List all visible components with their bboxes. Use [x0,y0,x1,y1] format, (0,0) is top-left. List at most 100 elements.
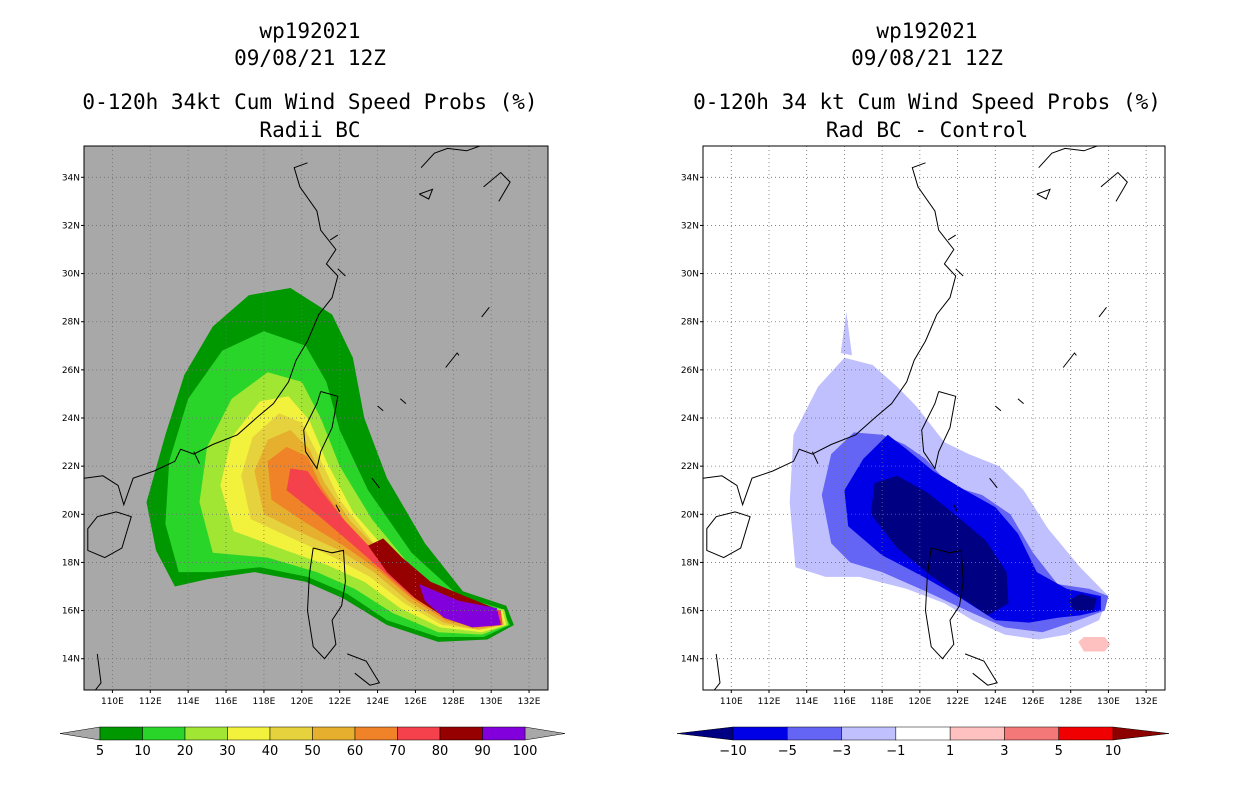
x-tick-label: 122E [946,697,969,707]
y-tick-label: 20N [62,510,80,520]
y-tick-label: 16N [62,607,80,617]
colorbar-swatch [439,726,483,741]
coastline [371,477,380,489]
contour-neg10 [1068,593,1098,611]
coastline [481,306,490,318]
coastline [703,162,957,507]
x-tick-label: 126E [1022,697,1045,707]
coastline [811,451,819,464]
y-tick-label: 26N [681,366,699,376]
map-panel-left: 110E 112E 114E 116E 118E 120E 122E 124E 126E 128E… [59,145,566,759]
y-tick-label: 30N [62,270,80,280]
colorbar-label: 20 [177,744,194,759]
coastline [706,511,751,559]
x-tick-label: 128E [442,697,465,707]
x-tick-label: 124E [366,697,389,707]
left-title-date: 09/08/21 12Z [234,46,386,70]
y-tick-label: 22N [62,462,80,472]
x-tick-label: 114E [795,697,818,707]
coastline [989,477,998,489]
colorbar-high-arrow [524,726,566,741]
x-tick-label: 130E [1097,697,1120,707]
x-tick-label: 120E [290,697,313,707]
x-tick-label: 116E [833,697,856,707]
colorbar-label: 30 [219,744,236,759]
colorbar-swatch [949,726,1005,741]
coastline [1098,306,1107,318]
coastline [303,391,339,470]
colorbar-label: −3 [832,744,851,759]
coastline [483,171,511,202]
y-tick-label: 28N [681,318,699,328]
x-tick-label: 128E [1059,697,1082,707]
y-tick-label: 34N [62,173,80,183]
y-tick-label: 22N [681,462,699,472]
colorbar-swatch [1058,726,1114,741]
colorbar-label: 50 [304,744,321,759]
left-title-product: 0-120h 34kt Cum Wind Speed Probs (%) [82,90,538,114]
colorbar-label: 10 [1105,744,1122,759]
colorbar-swatch [184,726,228,741]
coastline [87,511,132,559]
coastline [377,405,384,412]
coastline [445,352,460,368]
y-tick-label: 20N [681,510,699,520]
colorbar-label: 5 [96,744,104,759]
y-tick-label: 24N [681,414,699,424]
colorbar-label: −1 [886,744,905,759]
x-tick-label: 112E [758,697,781,707]
x-tick-label: 124E [984,697,1007,707]
coastline [95,653,102,690]
coastline [947,234,956,241]
coastline [1062,352,1077,368]
x-tick-label: 114E [177,697,200,707]
x-tick-label: 118E [871,697,894,707]
colorbar-label: 60 [347,744,364,759]
right-title-product: 0-120h 34 kt Cum Wind Speed Probs (%) [693,90,1161,114]
contour-neg1 [840,312,852,356]
y-tick-label: 32N [681,221,699,231]
colorbar-swatch [482,726,526,741]
coastline [337,268,346,277]
colorbar-label: 80 [432,744,449,759]
x-tick-label: 116E [215,697,238,707]
coastline [1017,398,1024,404]
x-tick-label: 126E [404,697,427,707]
colorbar-low-arrow [676,726,734,741]
x-tick-label: 118E [252,697,275,707]
coastline [994,405,1002,412]
coastline [84,162,339,507]
colorbar-label: 90 [474,744,491,759]
y-tick-label: 14N [62,655,80,665]
coastline [418,188,434,200]
y-tick-label: 32N [62,221,80,231]
contour-neg10 [870,475,1009,616]
x-tick-label: 120E [908,697,931,707]
colorbar-label: −10 [719,744,746,759]
coastline [921,391,957,470]
x-tick-label: 110E [720,697,743,707]
x-tick-label: 122E [328,697,351,707]
y-tick-label: 16N [681,607,699,617]
colorbar-right: −10 −5 −3 −1 1 3 5 10 [676,726,1170,759]
colorbar-swatch [312,726,356,741]
map-panel-right: 110E 112E 114E 116E 118E 120E 122E 124E 126E 128E… [676,145,1170,759]
colorbar-label: 100 [513,744,538,759]
x-tick-label: 132E [518,697,541,707]
contour-90 [419,584,501,628]
coastline [306,547,346,660]
colorbar-label: −5 [778,744,797,759]
left-title-subtitle: Radii BC [259,118,361,142]
colorbar-swatch [397,726,441,741]
colorbar-label: 3 [1000,744,1008,759]
colorbar-swatch [269,726,313,741]
coastline [964,653,998,686]
coastline [955,268,964,277]
coastline [924,547,964,660]
right-title-storm-id: wp192021 [876,19,978,43]
colorbar-swatch [841,726,897,741]
coastline [399,398,407,404]
colorbar-label: 1 [946,744,954,759]
y-tick-label: 28N [62,318,80,328]
coastline [953,504,959,513]
